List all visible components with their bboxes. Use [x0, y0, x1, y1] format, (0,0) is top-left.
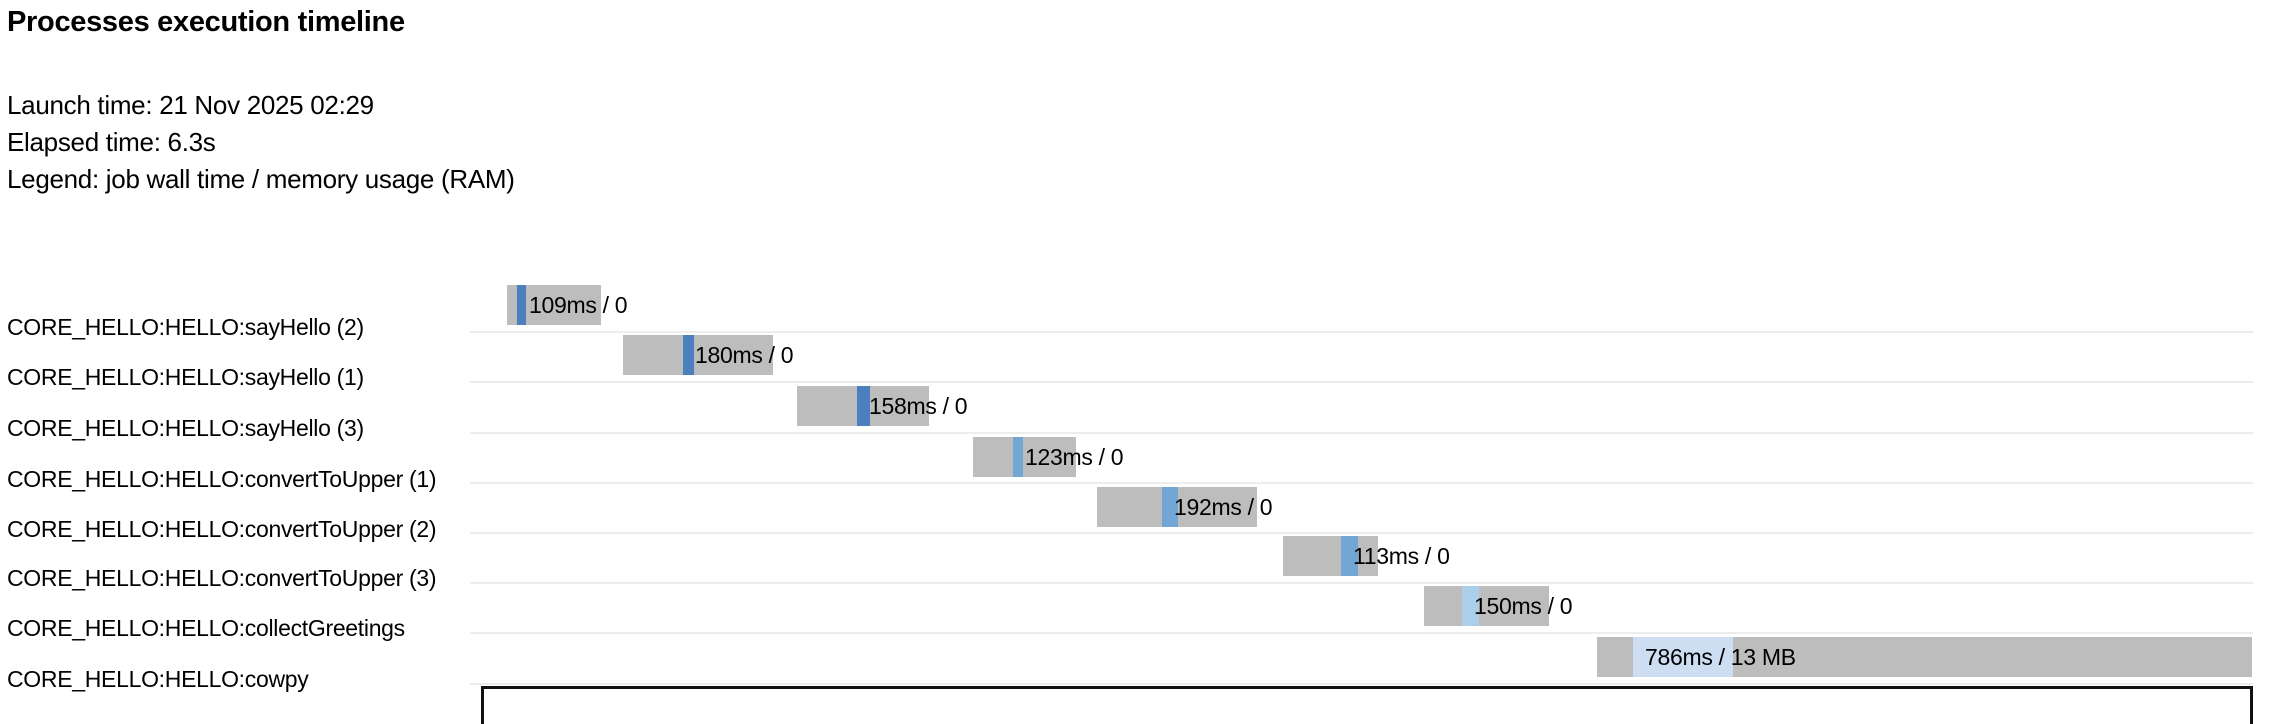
task-bar	[973, 437, 1076, 477]
task-bar	[1597, 637, 2252, 677]
cutoff-bordered-panel	[481, 686, 2253, 724]
task-bar	[1283, 536, 1378, 576]
run-segment	[517, 285, 526, 325]
row-grid-line	[470, 582, 2253, 584]
page-title: Processes execution timeline	[7, 6, 405, 38]
row-grid-line	[470, 482, 2253, 484]
legend-text: Legend: job wall time / memory usage (RA…	[7, 164, 515, 194]
run-segment	[1633, 637, 1733, 677]
row-grid-line	[470, 331, 2253, 333]
task-bar	[1097, 487, 1257, 527]
process-label: CORE_HELLO:HELLO:convertToUpper (3)	[7, 565, 437, 591]
run-segment	[683, 335, 694, 375]
launch-time-text: Launch time: 21 Nov 2025 02:29	[7, 90, 374, 120]
elapsed-time-text: Elapsed time: 6.3s	[7, 127, 216, 157]
task-bar	[797, 386, 929, 426]
process-label: CORE_HELLO:HELLO:collectGreetings	[7, 615, 405, 641]
process-label: CORE_HELLO:HELLO:sayHello (1)	[7, 364, 364, 390]
run-segment	[1162, 487, 1178, 527]
task-bar	[1424, 586, 1549, 626]
task-stats-label: 113ms / 0	[1353, 543, 1450, 569]
task-bar	[623, 335, 773, 375]
task-stats-label: 109ms / 0	[529, 292, 628, 318]
row-grid-line	[470, 632, 2253, 634]
task-stats-label: 192ms / 0	[1174, 494, 1273, 520]
row-grid-line	[470, 683, 2253, 685]
task-stats-label: 123ms / 0	[1025, 444, 1124, 470]
process-label: CORE_HELLO:HELLO:cowpy	[7, 666, 309, 692]
run-segment	[1341, 536, 1358, 576]
process-label: CORE_HELLO:HELLO:convertToUpper (2)	[7, 516, 437, 542]
task-stats-label: 180ms / 0	[695, 342, 794, 368]
row-grid-line	[470, 432, 2253, 434]
row-grid-line	[470, 532, 2253, 534]
row-grid-line	[470, 381, 2253, 383]
task-stats-label: 150ms / 0	[1474, 593, 1573, 619]
process-label: CORE_HELLO:HELLO:sayHello (3)	[7, 415, 364, 441]
run-segment	[1462, 586, 1479, 626]
process-label: CORE_HELLO:HELLO:sayHello (2)	[7, 314, 364, 340]
task-stats-label: 158ms / 0	[869, 393, 968, 419]
run-segment	[1013, 437, 1023, 477]
task-stats-label: 786ms / 13 MB	[1645, 644, 1796, 670]
run-segment	[857, 386, 870, 426]
task-bar	[507, 285, 601, 325]
process-label: CORE_HELLO:HELLO:convertToUpper (1)	[7, 466, 437, 492]
